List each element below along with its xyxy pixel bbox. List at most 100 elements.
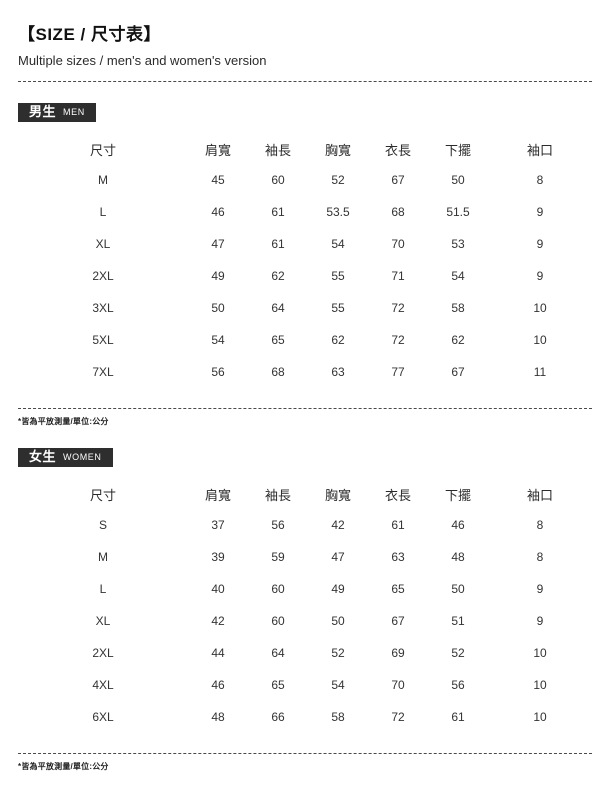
table-row: 5XL 54 65 62 72 62 10 bbox=[18, 324, 592, 356]
cell-measurement: 48 bbox=[451, 550, 465, 564]
table-body-men: M 45 60 52 67 50 8 L 46 61 53.5 68 51.5 9 XL 47 61 54 70 53… bbox=[18, 164, 592, 388]
cell-measurement: 9 bbox=[536, 205, 544, 219]
size-table-men: 尺寸 肩寬 袖長 胸寬 衣長 下擺 袖口 M 45 60 52 67 50 8 L 46 61 53… bbox=[18, 134, 592, 388]
cell-size: L bbox=[99, 582, 107, 596]
cell-size: M bbox=[98, 550, 108, 564]
cell-measurement: 56 bbox=[271, 518, 285, 532]
cell-measurement: 10 bbox=[533, 710, 547, 724]
cell-measurement: 49 bbox=[211, 269, 225, 283]
cell-measurement: 69 bbox=[391, 646, 405, 660]
cell-measurement: 61 bbox=[391, 518, 405, 532]
table-row: M 45 60 52 67 50 8 bbox=[18, 164, 592, 196]
table-row: L 40 60 49 65 50 9 bbox=[18, 573, 592, 605]
cell-measurement: 60 bbox=[271, 614, 285, 628]
divider-top bbox=[18, 81, 592, 82]
cell-measurement: 39 bbox=[211, 550, 225, 564]
cell-measurement: 72 bbox=[391, 301, 405, 315]
table-row: S 37 56 42 61 46 8 bbox=[18, 509, 592, 541]
cell-measurement: 68 bbox=[391, 205, 405, 219]
column-header-body-length: 衣長 bbox=[384, 142, 411, 158]
cell-measurement: 62 bbox=[271, 269, 285, 283]
cell-measurement: 53 bbox=[451, 237, 465, 251]
table-row: 3XL 50 64 55 72 58 10 bbox=[18, 292, 592, 324]
section-badge-men-label-en: MEN bbox=[63, 107, 85, 117]
cell-measurement: 9 bbox=[536, 582, 544, 596]
cell-measurement: 58 bbox=[331, 710, 345, 724]
section-badge-women-label-cn: 女生 bbox=[29, 449, 57, 464]
cell-size: 3XL bbox=[92, 301, 114, 315]
cell-measurement: 47 bbox=[331, 550, 345, 564]
table-row: XL 47 61 54 70 53 9 bbox=[18, 228, 592, 260]
column-header-sleeve-length: 袖長 bbox=[264, 487, 291, 503]
cell-measurement: 37 bbox=[211, 518, 225, 532]
column-header-shoulder: 肩寬 bbox=[204, 142, 231, 158]
table-row: 2XL 49 62 55 71 54 9 bbox=[18, 260, 592, 292]
cell-measurement: 52 bbox=[331, 646, 345, 660]
cell-measurement: 59 bbox=[271, 550, 285, 564]
cell-measurement: 71 bbox=[391, 269, 405, 283]
section-badge-women: 女生 WOMEN bbox=[18, 448, 113, 467]
table-header-row: 尺寸 肩寬 袖長 胸寬 衣長 下擺 袖口 bbox=[18, 479, 592, 509]
column-header-body-length: 衣長 bbox=[384, 487, 411, 503]
cell-measurement: 8 bbox=[536, 518, 544, 532]
cell-measurement: 50 bbox=[211, 301, 225, 315]
cell-size: 7XL bbox=[92, 365, 114, 379]
cell-measurement: 63 bbox=[391, 550, 405, 564]
cell-size: 4XL bbox=[92, 678, 114, 692]
cell-measurement: 50 bbox=[451, 173, 465, 187]
page-subtitle: Multiple sizes / men's and women's versi… bbox=[18, 53, 267, 68]
cell-measurement: 52 bbox=[451, 646, 465, 660]
footnote-women: *皆為平放測量/單位:公分 bbox=[18, 762, 109, 771]
cell-size: XL bbox=[95, 237, 111, 251]
cell-measurement: 58 bbox=[451, 301, 465, 315]
cell-size: 2XL bbox=[92, 269, 114, 283]
table-row: 7XL 56 68 63 77 67 11 bbox=[18, 356, 592, 388]
cell-measurement: 77 bbox=[391, 365, 405, 379]
cell-size: S bbox=[98, 518, 107, 532]
cell-measurement: 10 bbox=[533, 678, 547, 692]
page-title: 【SIZE / 尺寸表】 bbox=[18, 25, 161, 44]
column-header-size: 尺寸 bbox=[89, 487, 116, 503]
section-men: 男生 MEN 尺寸 肩寬 袖長 胸寬 衣長 下擺 袖口 M 45 60 52 67 50 8… bbox=[18, 82, 592, 388]
cell-measurement: 55 bbox=[331, 301, 345, 315]
cell-measurement: 67 bbox=[391, 173, 405, 187]
cell-measurement: 54 bbox=[211, 333, 225, 347]
cell-measurement: 72 bbox=[391, 710, 405, 724]
cell-measurement: 68 bbox=[271, 365, 285, 379]
cell-measurement: 54 bbox=[331, 678, 345, 692]
cell-measurement: 64 bbox=[271, 646, 285, 660]
cell-measurement: 64 bbox=[271, 301, 285, 315]
divider-middle bbox=[18, 408, 592, 409]
column-header-hem: 下擺 bbox=[444, 142, 471, 158]
cell-measurement: 65 bbox=[271, 678, 285, 692]
cell-measurement: 52 bbox=[331, 173, 345, 187]
cell-measurement: 45 bbox=[211, 173, 225, 187]
cell-measurement: 61 bbox=[271, 205, 285, 219]
cell-size: XL bbox=[95, 614, 111, 628]
cell-measurement: 66 bbox=[271, 710, 285, 724]
column-header-hem: 下擺 bbox=[444, 487, 471, 503]
cell-measurement: 61 bbox=[451, 710, 465, 724]
column-header-chest: 胸寬 bbox=[324, 487, 351, 503]
cell-measurement: 9 bbox=[536, 614, 544, 628]
cell-measurement: 56 bbox=[211, 365, 225, 379]
cell-measurement: 49 bbox=[331, 582, 345, 596]
table-body-women: S 37 56 42 61 46 8 M 39 59 47 63 48 8 L 40 60 49 65 50 9 XL 42… bbox=[18, 509, 592, 733]
cell-measurement: 46 bbox=[211, 205, 225, 219]
column-header-size: 尺寸 bbox=[89, 142, 116, 158]
cell-measurement: 9 bbox=[536, 269, 544, 283]
divider-bottom bbox=[18, 753, 592, 754]
cell-measurement: 47 bbox=[211, 237, 225, 251]
table-row: XL 42 60 50 67 51 9 bbox=[18, 605, 592, 637]
cell-measurement: 46 bbox=[451, 518, 465, 532]
cell-measurement: 54 bbox=[331, 237, 345, 251]
cell-measurement: 48 bbox=[211, 710, 225, 724]
section-badge-women-label-en: WOMEN bbox=[63, 452, 102, 462]
cell-measurement: 60 bbox=[271, 173, 285, 187]
cell-measurement: 46 bbox=[211, 678, 225, 692]
cell-measurement: 51 bbox=[451, 614, 465, 628]
cell-size: M bbox=[98, 173, 108, 187]
cell-measurement: 56 bbox=[451, 678, 465, 692]
cell-measurement: 10 bbox=[533, 301, 547, 315]
